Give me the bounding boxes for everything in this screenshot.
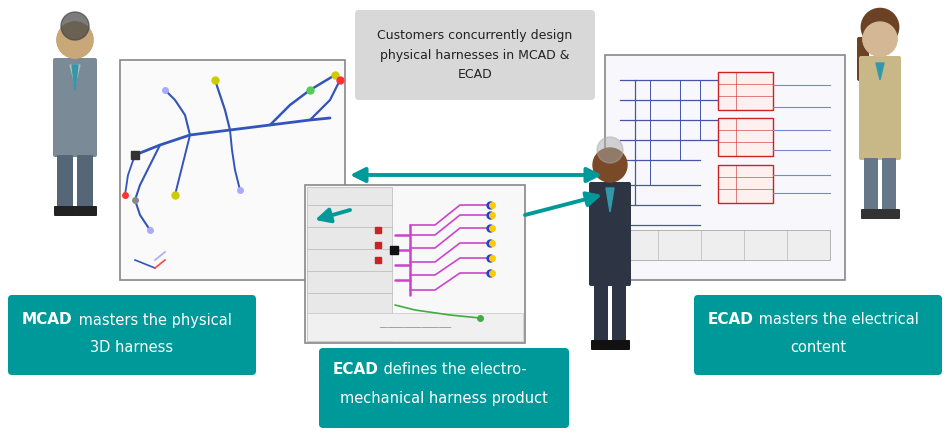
- FancyBboxPatch shape: [880, 209, 900, 219]
- Bar: [718, 118, 773, 156]
- FancyBboxPatch shape: [861, 209, 881, 219]
- Text: masters the electrical: masters the electrical: [754, 313, 919, 327]
- Text: mechanical harness product: mechanical harness product: [340, 391, 548, 405]
- Text: ECAD: ECAD: [333, 362, 379, 378]
- Text: defines the electro-: defines the electro-: [379, 362, 526, 378]
- Circle shape: [863, 22, 897, 56]
- Bar: [864, 158, 878, 213]
- FancyBboxPatch shape: [859, 56, 901, 160]
- Circle shape: [57, 22, 93, 58]
- Bar: [594, 284, 608, 344]
- Bar: [882, 158, 896, 213]
- FancyBboxPatch shape: [319, 348, 569, 428]
- Bar: [307, 313, 523, 341]
- Text: Customers concurrently design
physical harnesses in MCAD &
ECAD: Customers concurrently design physical h…: [377, 29, 573, 81]
- FancyBboxPatch shape: [53, 58, 97, 157]
- Polygon shape: [606, 188, 614, 212]
- Text: content: content: [790, 339, 846, 355]
- Circle shape: [597, 137, 623, 163]
- FancyBboxPatch shape: [694, 295, 942, 375]
- Circle shape: [862, 8, 899, 46]
- FancyBboxPatch shape: [591, 340, 611, 350]
- Text: 3D harness: 3D harness: [90, 339, 174, 355]
- FancyBboxPatch shape: [355, 10, 595, 100]
- FancyBboxPatch shape: [54, 206, 76, 216]
- Circle shape: [61, 12, 89, 40]
- Circle shape: [57, 22, 93, 58]
- FancyBboxPatch shape: [857, 37, 869, 81]
- Polygon shape: [72, 65, 78, 90]
- Bar: [718, 72, 773, 110]
- Bar: [615, 230, 830, 260]
- FancyBboxPatch shape: [8, 295, 256, 375]
- Polygon shape: [70, 65, 80, 85]
- Bar: [307, 187, 392, 341]
- Bar: [605, 55, 845, 280]
- Text: MCAD: MCAD: [22, 313, 72, 327]
- Bar: [57, 155, 73, 210]
- Bar: [77, 155, 93, 210]
- Circle shape: [593, 148, 627, 182]
- Text: ─────────────────: ─────────────────: [379, 325, 451, 331]
- FancyBboxPatch shape: [75, 206, 97, 216]
- Bar: [120, 60, 345, 280]
- Bar: [718, 165, 773, 203]
- Text: masters the physical: masters the physical: [74, 313, 232, 327]
- FancyBboxPatch shape: [589, 182, 631, 286]
- FancyBboxPatch shape: [610, 340, 630, 350]
- Circle shape: [863, 22, 897, 56]
- Bar: [305, 185, 525, 343]
- Polygon shape: [876, 63, 884, 80]
- Text: ECAD: ECAD: [708, 313, 754, 327]
- Bar: [612, 284, 626, 344]
